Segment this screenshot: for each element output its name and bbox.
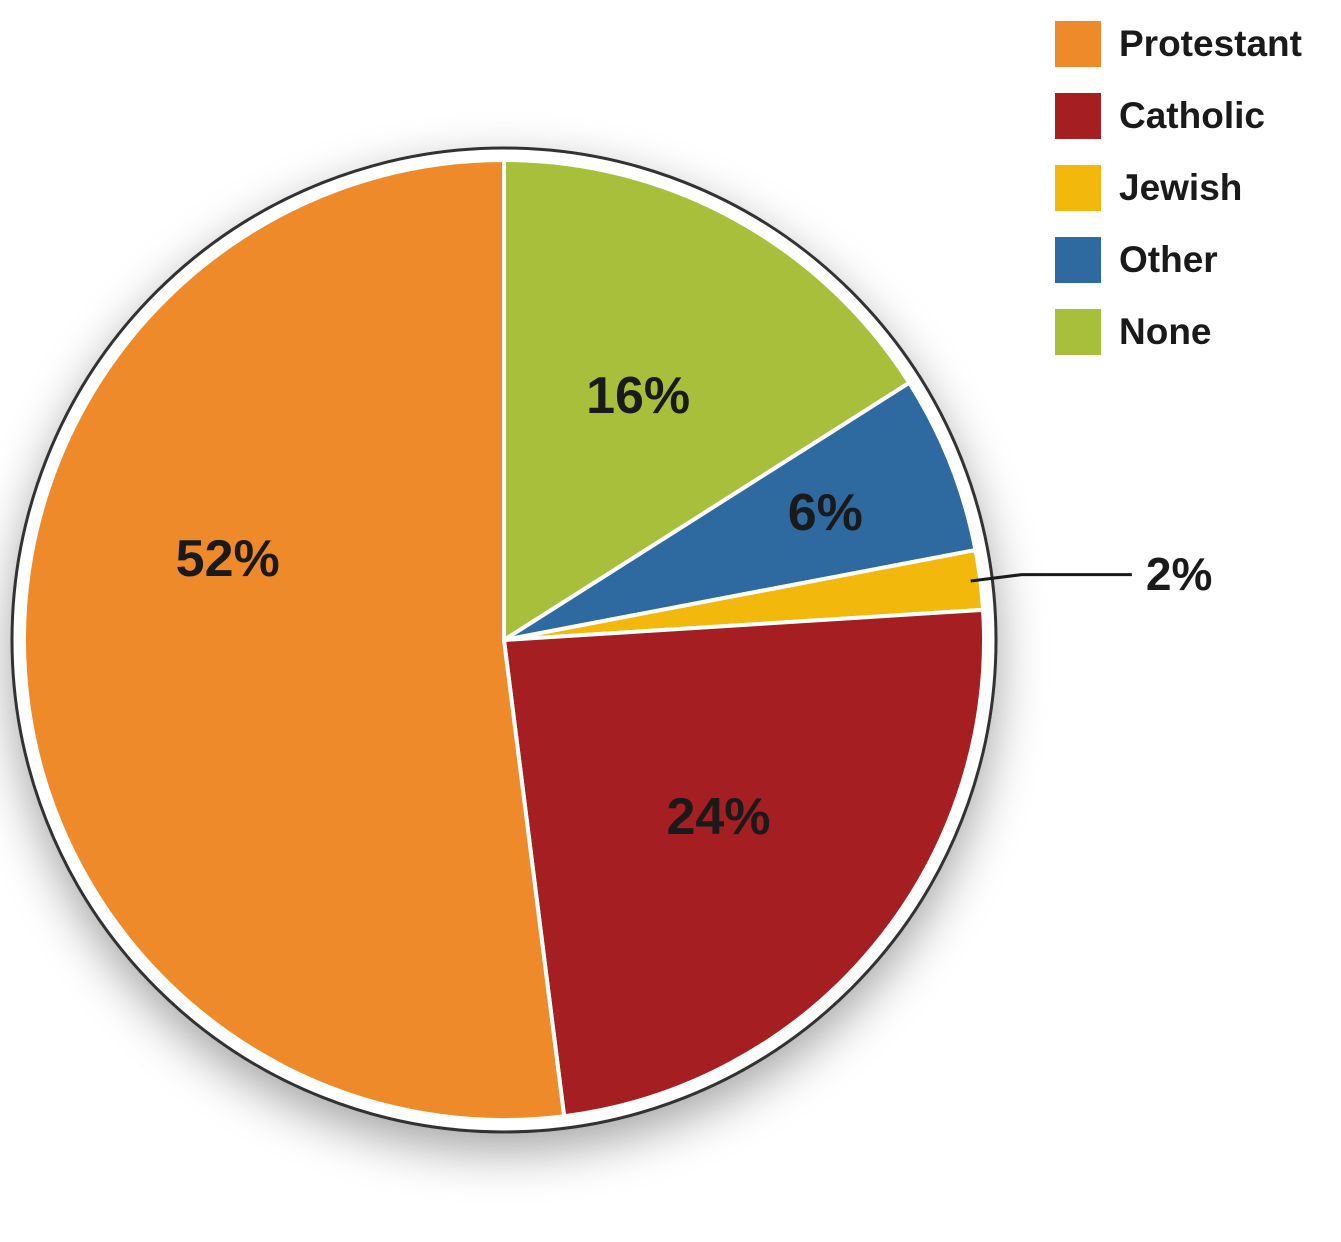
legend-swatch-other [1055,237,1101,283]
legend-item-catholic: Catholic [1055,80,1302,152]
pie-slice-catholic [504,610,984,1116]
slice-label-jewish: 2% [1146,547,1212,601]
legend-label-other: Other [1119,239,1218,281]
legend-item-none: None [1055,296,1302,368]
slice-label-none: 16% [586,366,690,426]
legend-label-none: None [1119,311,1212,353]
legend-swatch-protestant [1055,21,1101,67]
legend-swatch-jewish [1055,165,1101,211]
legend-swatch-catholic [1055,93,1101,139]
callout-line-jewish [971,575,1132,581]
legend-label-catholic: Catholic [1119,95,1265,137]
pie-chart-container: Protestant Catholic Jewish Other None 16% 6% 2… [0,0,1341,1242]
pie-slice-protestant [24,160,564,1120]
legend-item-protestant: Protestant [1055,8,1302,80]
legend: Protestant Catholic Jewish Other None [1055,8,1302,368]
legend-label-jewish: Jewish [1119,167,1242,209]
legend-swatch-none [1055,309,1101,355]
slice-label-catholic: 24% [666,787,770,847]
legend-item-jewish: Jewish [1055,152,1302,224]
legend-label-protestant: Protestant [1119,23,1302,65]
pie-slices [24,160,984,1120]
slice-label-other: 6% [788,483,863,543]
legend-item-other: Other [1055,224,1302,296]
slice-label-protestant: 52% [176,529,280,589]
